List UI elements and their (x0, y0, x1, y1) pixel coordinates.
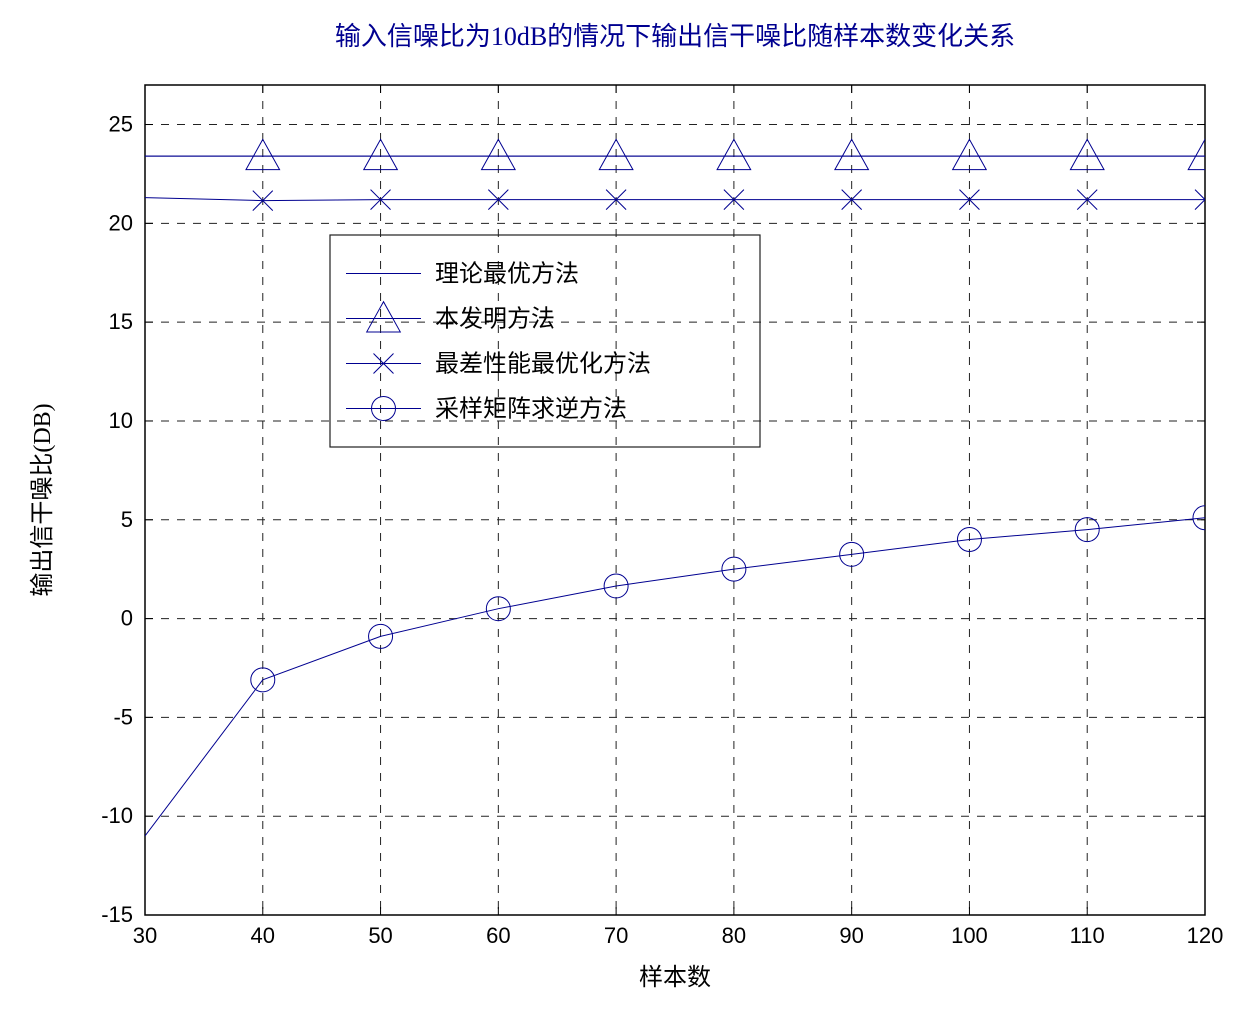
ytick-label: 10 (109, 408, 133, 433)
ytick-label: 15 (109, 309, 133, 334)
legend-label: 理论最优方法 (435, 261, 579, 288)
xtick-label: 50 (368, 923, 392, 948)
ytick-label: 5 (121, 507, 133, 532)
ytick-label: -5 (113, 704, 133, 729)
chart-container: 30 40 50 60 70 80 90 100 110 120 -15 -10 -5 0 5 10 15 20 2… (0, 0, 1240, 1018)
plot-bg (145, 85, 1205, 915)
xtick-label: 70 (604, 923, 628, 948)
xtick-label: 90 (839, 923, 863, 948)
xtick-label: 40 (251, 923, 275, 948)
ytick-label: 20 (109, 210, 133, 235)
line-chart: 30 40 50 60 70 80 90 100 110 120 -15 -10 -5 0 5 10 15 20 2… (0, 0, 1240, 1018)
xtick-label: 30 (133, 923, 157, 948)
legend-label: 最差性能最优化方法 (435, 351, 651, 378)
ytick-label: -15 (101, 902, 133, 927)
ytick-label: 25 (109, 112, 133, 137)
y-axis-label: 输出信干噪比(DB) (29, 403, 56, 596)
xtick-label: 120 (1187, 923, 1224, 948)
x-axis-label: 样本数 (639, 964, 711, 991)
xtick-label: 80 (722, 923, 746, 948)
xtick-label: 110 (1070, 923, 1105, 948)
ytick-label: 0 (121, 606, 133, 631)
xtick-label: 100 (951, 923, 988, 948)
legend-label: 采样矩阵求逆方法 (435, 396, 627, 423)
ytick-label: -10 (101, 803, 133, 828)
chart-title: 输入信噪比为10dB的情况下输出信干噪比随样本数变化关系 (335, 22, 1015, 51)
xtick-label: 60 (486, 923, 510, 948)
legend-label: 本发明方法 (435, 306, 555, 333)
